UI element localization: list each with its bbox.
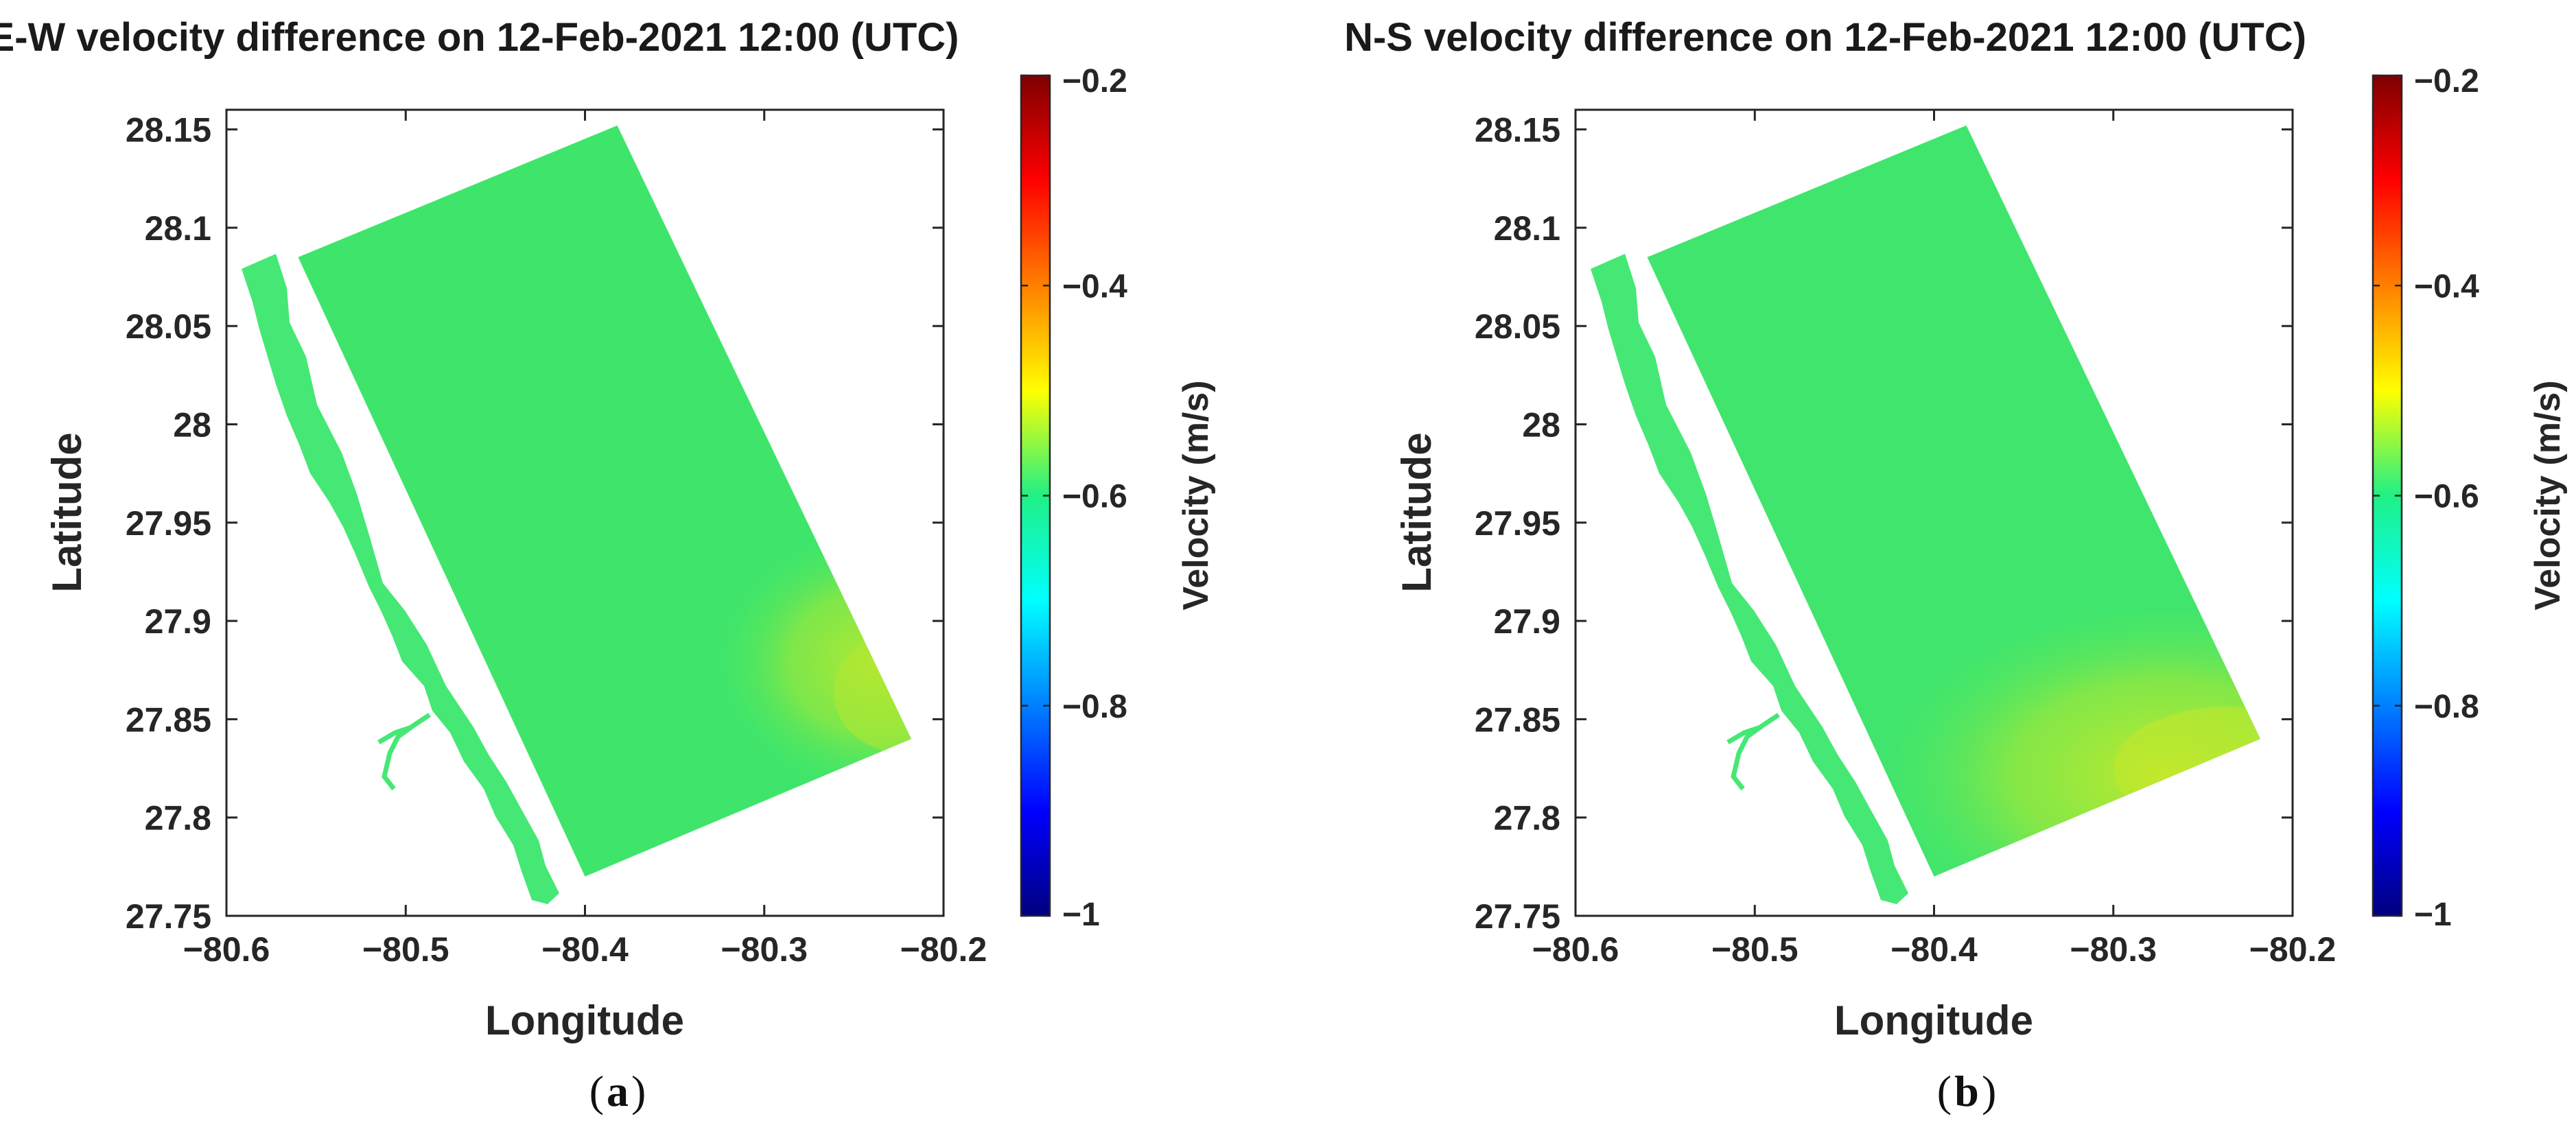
x-tick-label: −80.6 bbox=[1532, 930, 1619, 969]
y-tick-label: 28.15 bbox=[1475, 111, 1560, 150]
colorbar-tick-label: −0.4 bbox=[2414, 268, 2479, 305]
x-tick-label: −80.2 bbox=[2249, 930, 2337, 969]
x-axis-label: Longitude bbox=[1834, 997, 2033, 1043]
svg-text:(: ( bbox=[1937, 1067, 1952, 1115]
x-tick-label: −80.4 bbox=[1890, 930, 1978, 969]
colorbar-ticks: −1 −0.8 −0.6 −0.4 −0.2 bbox=[2373, 63, 2479, 933]
x-tick-label: −80.6 bbox=[183, 930, 270, 969]
velocity-anomaly bbox=[719, 532, 911, 792]
colorbar-label: Velocity (m/s) bbox=[2528, 380, 2568, 610]
velocity-anomaly-core bbox=[2114, 707, 2260, 830]
y-tick-label: 28.1 bbox=[1494, 209, 1560, 248]
panel-label: ( a ) bbox=[589, 1067, 646, 1115]
colorbar-tick-label: −0.6 bbox=[1062, 479, 1127, 515]
y-tick-label: 27.9 bbox=[1494, 602, 1560, 641]
x-axis: −80.6 −80.5 −80.4 −80.3 −80.2 bbox=[183, 110, 987, 969]
river-channel bbox=[377, 713, 431, 791]
y-tick-label: 27.85 bbox=[126, 700, 211, 739]
chart-title: N-S velocity difference on 12-Feb-2021 1… bbox=[1344, 15, 2306, 60]
shoreline-islet bbox=[265, 328, 273, 342]
x-axis: −80.6 −80.5 −80.4 −80.3 −80.2 bbox=[1532, 110, 2337, 969]
y-axis: 27.75 27.8 27.85 27.9 27.95 28 28.05 28.1 28.15 bbox=[126, 111, 944, 936]
y-tick-label: 27.8 bbox=[1494, 799, 1560, 838]
velocity-field bbox=[242, 125, 911, 904]
panel-a: E-W velocity difference on 12-Feb-2021 1… bbox=[0, 15, 1216, 1115]
svg-text:): ) bbox=[631, 1067, 646, 1115]
x-tick-label: −80.3 bbox=[721, 930, 808, 969]
colorbar-tick-label: −0.2 bbox=[2414, 63, 2479, 99]
x-tick-label: −80.4 bbox=[541, 930, 629, 969]
colorbar-tick-label: −1 bbox=[1062, 897, 1100, 933]
nearshore-lagoon bbox=[1591, 254, 1908, 904]
panel-label: ( b ) bbox=[1937, 1067, 1997, 1115]
y-tick-label: 28.05 bbox=[126, 307, 211, 346]
plot-area: −80.6 −80.5 −80.4 −80.3 −80.2 27.75 27.8 27.85… bbox=[1475, 108, 2337, 969]
y-tick-label: 27.9 bbox=[145, 602, 211, 641]
river-channel bbox=[1726, 713, 1780, 791]
x-tick-label: −80.3 bbox=[2070, 930, 2157, 969]
panel-letter: b bbox=[1954, 1067, 1979, 1115]
svg-text:(: ( bbox=[589, 1067, 604, 1115]
y-tick-label: 27.95 bbox=[126, 504, 211, 543]
y-tick-label: 27.75 bbox=[126, 897, 211, 936]
colorbar: −1 −0.8 −0.6 −0.4 −0.2 Velocity (m/s) bbox=[1020, 63, 1216, 933]
y-axis-label: Latitude bbox=[44, 432, 90, 592]
panel-b: N-S velocity difference on 12-Feb-2021 1… bbox=[1344, 15, 2568, 1115]
x-tick-label: −80.2 bbox=[900, 930, 987, 969]
y-tick-label: 28.1 bbox=[145, 209, 211, 248]
y-tick-label: 27.75 bbox=[1475, 897, 1560, 936]
colorbar-tick-label: −0.8 bbox=[1062, 689, 1127, 725]
chart-title: E-W velocity difference on 12-Feb-2021 1… bbox=[0, 15, 959, 60]
y-axis-label: Latitude bbox=[1394, 432, 1440, 592]
velocity-anomaly-core bbox=[834, 631, 911, 755]
y-tick-label: 28 bbox=[173, 406, 211, 445]
nearshore-lagoon bbox=[242, 254, 559, 904]
colorbar-tick-label: −0.6 bbox=[2414, 479, 2479, 515]
panel-letter: a bbox=[607, 1067, 629, 1115]
velocity-field bbox=[1591, 125, 2260, 904]
y-tick-label: 27.95 bbox=[1475, 504, 1560, 543]
colorbar-label: Velocity (m/s) bbox=[1176, 380, 1216, 610]
y-tick-label: 28.15 bbox=[126, 111, 211, 150]
colorbar: −1 −0.8 −0.6 −0.4 −0.2 Velocity (m/s) bbox=[2372, 63, 2568, 933]
y-tick-label: 27.8 bbox=[145, 799, 211, 838]
y-tick-label: 27.85 bbox=[1475, 700, 1560, 739]
y-tick-label: 28.05 bbox=[1475, 307, 1560, 346]
y-axis: 27.75 27.8 27.85 27.9 27.95 28 28.05 28.1 28.15 bbox=[1475, 111, 2293, 936]
x-tick-label: −80.5 bbox=[362, 930, 449, 969]
x-tick-label: −80.5 bbox=[1711, 930, 1799, 969]
shoreline-islet bbox=[1614, 328, 1622, 342]
y-tick-label: 28 bbox=[1522, 406, 1560, 445]
x-axis-label: Longitude bbox=[485, 997, 684, 1043]
colorbar-tick-label: −1 bbox=[2414, 897, 2452, 933]
svg-text:): ) bbox=[1982, 1067, 1996, 1115]
colorbar-tick-label: −0.4 bbox=[1062, 268, 1127, 305]
colorbar-tick-label: −0.2 bbox=[1062, 63, 1127, 99]
colorbar-ticks: −1 −0.8 −0.6 −0.4 −0.2 bbox=[1021, 63, 1127, 933]
plot-area: −80.6 −80.5 −80.4 −80.3 −80.2 27.75 27.8 27.85… bbox=[126, 108, 987, 969]
colorbar-tick-label: −0.8 bbox=[2414, 689, 2479, 725]
